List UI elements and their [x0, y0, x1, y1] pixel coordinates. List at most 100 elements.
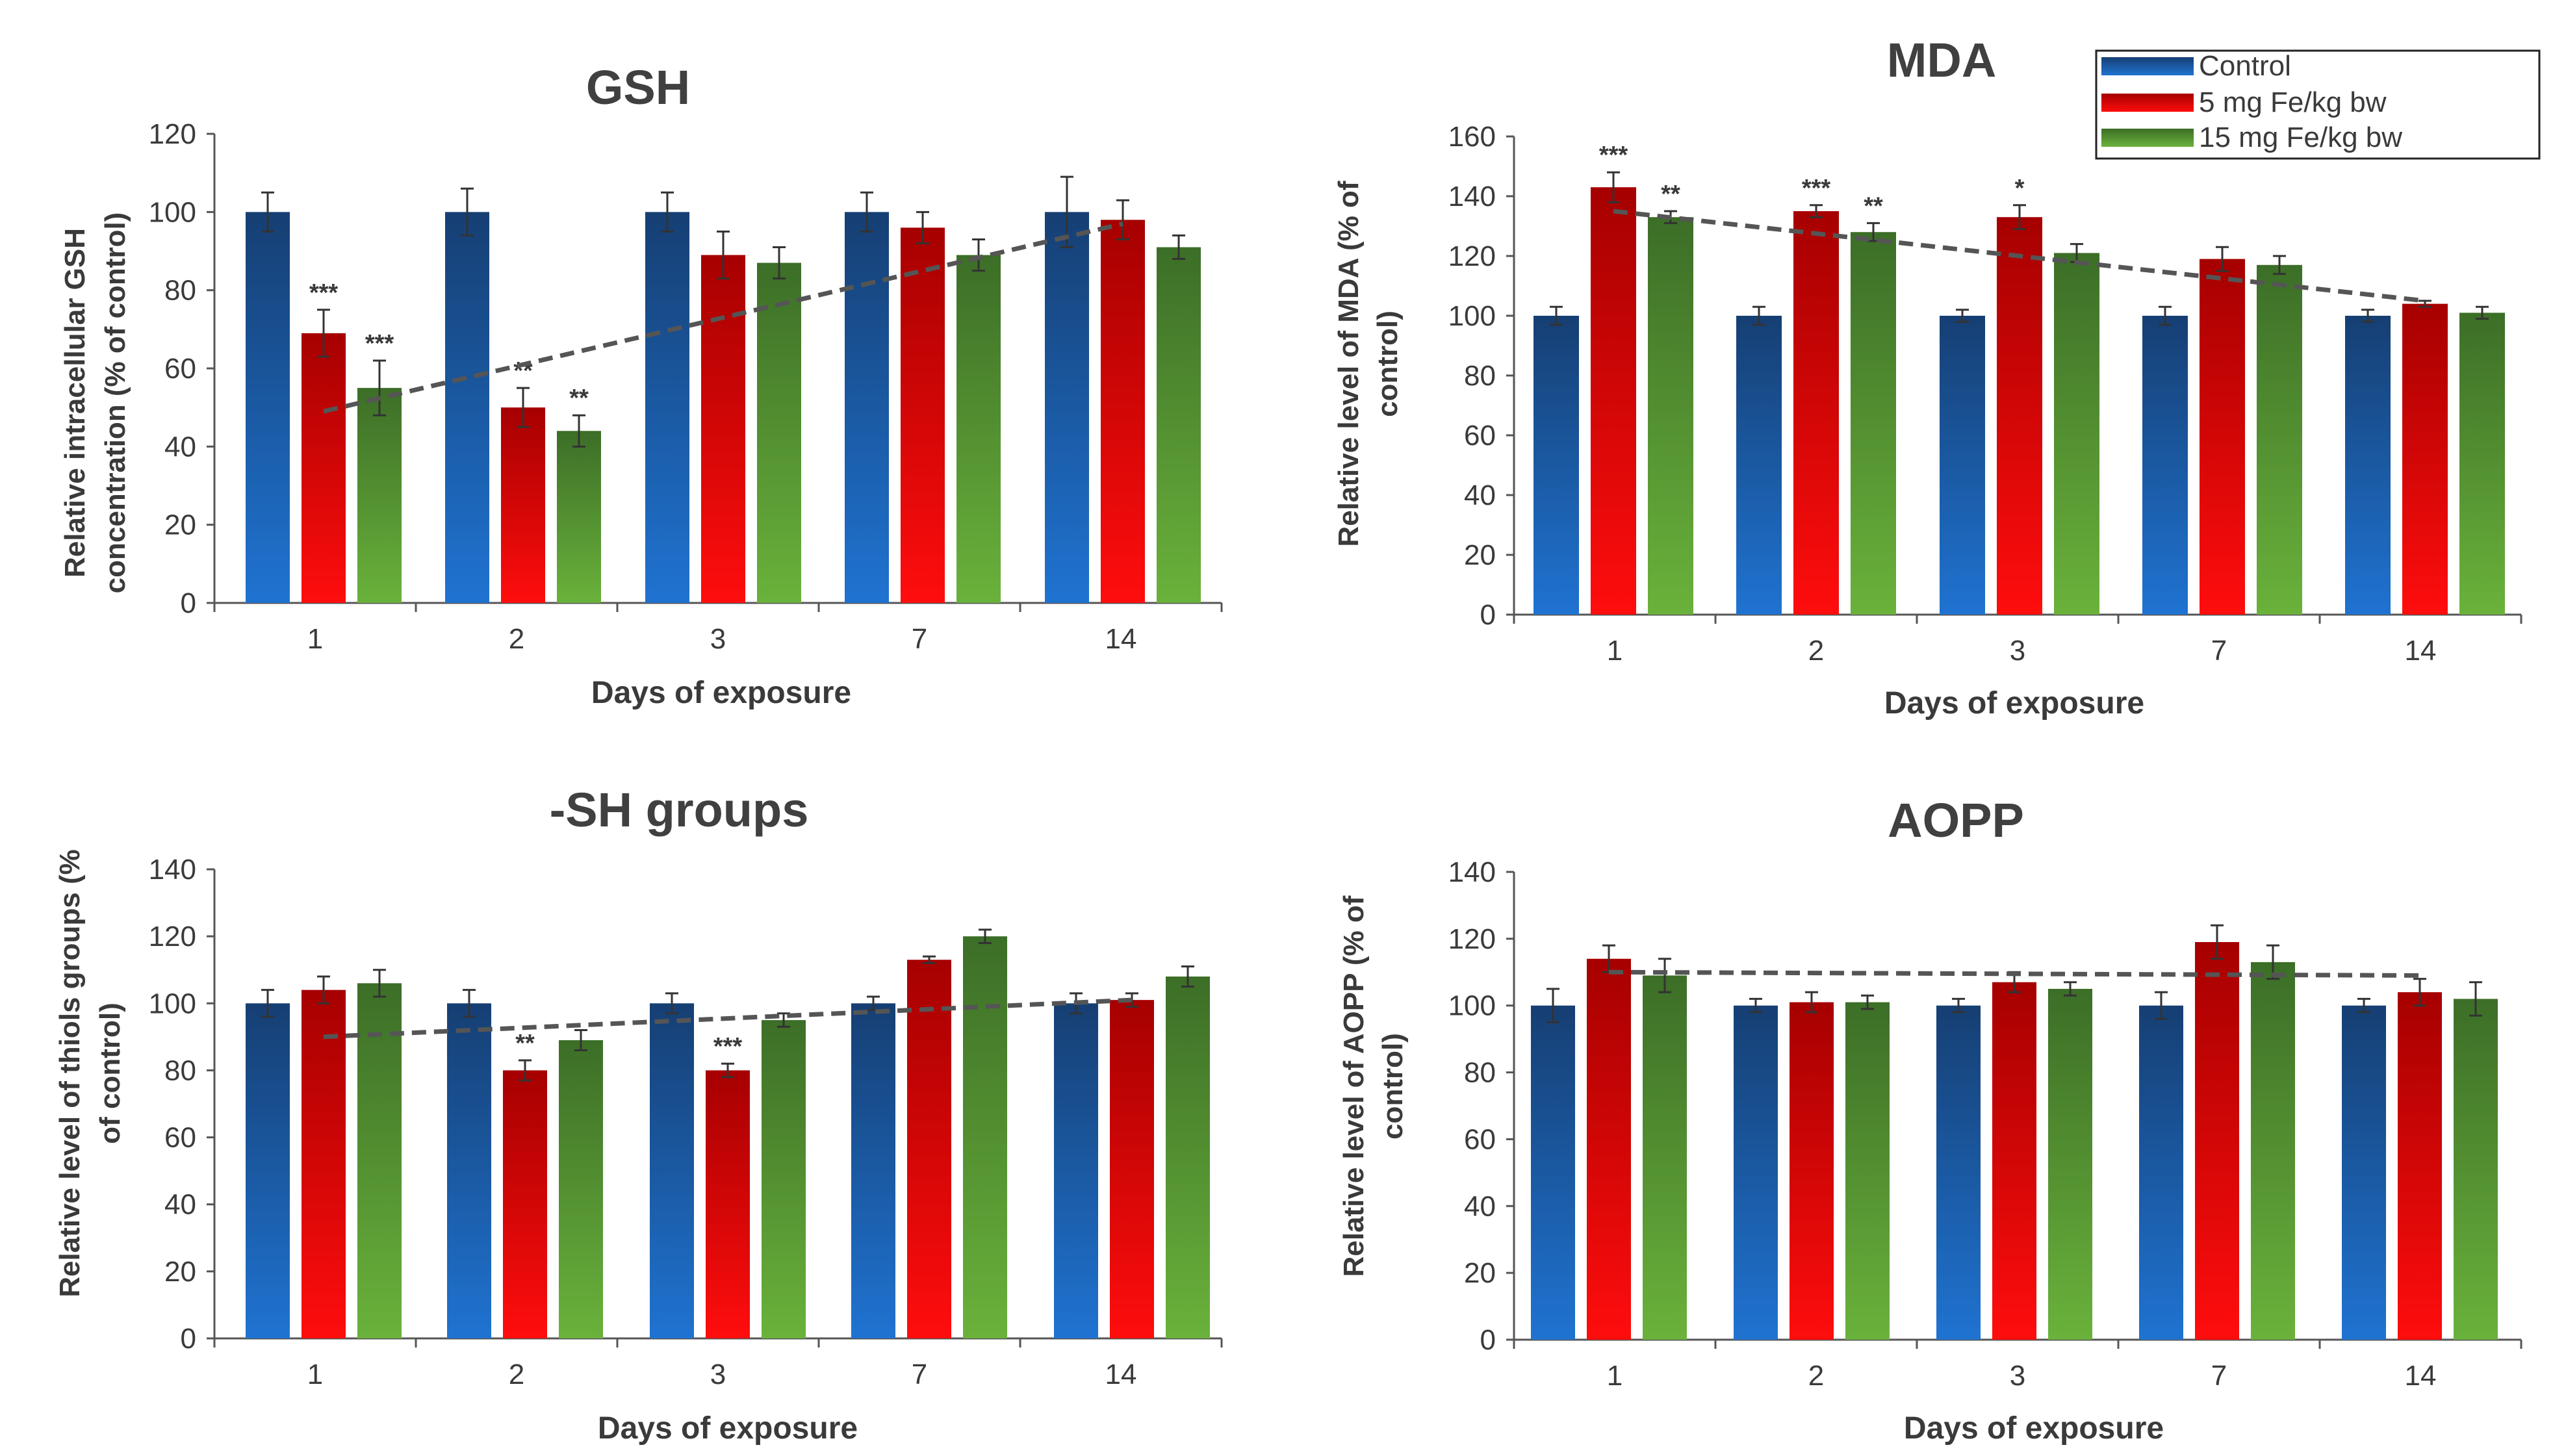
x-tick-label: 7: [912, 623, 927, 655]
y-tick-label: 20: [164, 509, 196, 541]
chart-title: MDA: [1887, 33, 1997, 87]
bar: [1054, 1003, 1098, 1338]
y-tick-label: 60: [164, 1122, 196, 1154]
y-tick-label: 20: [1464, 539, 1496, 571]
y-tick-label: 140: [1448, 181, 1496, 212]
legend-swatch-5mg: [2101, 94, 2194, 112]
trendline: [323, 997, 1133, 1040]
bar: [2251, 962, 2295, 1340]
significance-label: ***: [1599, 142, 1628, 169]
y-tick-label: 40: [164, 1189, 196, 1221]
x-tick-label: 7: [2211, 1360, 2227, 1392]
y-axis-label-line-1: Relative level of MDA (% of: [1333, 181, 1365, 546]
bar: [1793, 211, 1839, 615]
legend-label-control: Control: [2199, 50, 2291, 82]
bar: [1734, 1005, 1778, 1340]
x-tick-label: 14: [1105, 1359, 1137, 1390]
bar: [2342, 1005, 2386, 1340]
bar: [447, 1003, 491, 1338]
legend-swatch-control: [2101, 57, 2194, 75]
x-axis-label: Days of exposure: [1904, 1411, 2164, 1446]
y-tick-label: 120: [1448, 923, 1496, 955]
y-tick-label: 40: [1464, 1190, 1496, 1222]
x-axis-label: Days of exposure: [1884, 686, 2144, 721]
chart-aopp: AOPP Relative level of AOPP (% of contro…: [1338, 793, 2522, 1446]
bar: [246, 1003, 290, 1338]
chart-gsh: GSH Relative intracellular GSH concentra…: [59, 60, 1223, 710]
legend-label-5mg: 5 mg Fe/kg bw: [2199, 86, 2387, 118]
bar: [1936, 1005, 1981, 1340]
bar: [1110, 1000, 1154, 1338]
x-tick-label: 14: [2405, 1360, 2437, 1392]
bar: [1045, 212, 1089, 603]
y-axis-label-line-2: control): [1377, 1033, 1409, 1140]
bar: [2142, 316, 2188, 615]
bar: [762, 1020, 806, 1338]
significance-label: **: [1661, 181, 1680, 208]
trendline: [323, 221, 1123, 414]
significance-label: ***: [1802, 175, 1831, 202]
bar: [845, 212, 889, 603]
y-tick-label: 0: [181, 1323, 196, 1355]
bar: [1997, 217, 2042, 615]
significance-label: ***: [365, 330, 394, 357]
legend: Control 5 mg Fe/kg bw 15 mg Fe/kg bw: [2095, 49, 2541, 160]
bar: [1790, 1002, 1834, 1340]
legend-label-15mg: 15 mg Fe/kg bw: [2199, 121, 2402, 153]
bar: [2459, 313, 2505, 615]
significance-label: ***: [713, 1033, 743, 1060]
y-tick-label: 100: [149, 196, 196, 228]
y-tick-label: 80: [164, 1054, 196, 1086]
y-tick-label: 160: [1448, 121, 1496, 153]
legend-swatch-15mg: [2101, 129, 2194, 147]
bar: [1643, 975, 1687, 1340]
bar: [963, 936, 1007, 1338]
y-tick-label: 100: [1448, 990, 1496, 1022]
y-tick-label: 140: [149, 854, 196, 886]
y-tick-label: 60: [1464, 420, 1496, 452]
y-tick-label: 80: [1464, 1057, 1496, 1089]
significance-label: **: [1864, 192, 1883, 220]
bar: [2257, 264, 2302, 615]
x-tick-label: 7: [2211, 635, 2227, 667]
bar: [2048, 989, 2092, 1340]
y-tick-label: 20: [1464, 1257, 1496, 1289]
chart-title: -SH groups: [550, 783, 809, 837]
bar: [1533, 316, 1579, 615]
bar: [1992, 982, 2036, 1340]
x-tick-label: 14: [2405, 635, 2437, 667]
chart-title: GSH: [586, 60, 690, 114]
x-tick-label: 2: [1808, 635, 1824, 667]
bar: [1591, 187, 1636, 615]
y-tick-label: 0: [181, 587, 196, 619]
x-axis-label: Days of exposure: [591, 676, 851, 710]
y-tick-label: 80: [164, 275, 196, 307]
y-axis-label-line-1: Relative level of thiols groups (%: [54, 849, 86, 1297]
bar: [2139, 1005, 2183, 1340]
y-tick-label: 100: [1448, 300, 1496, 332]
y-tick-label: 40: [164, 431, 196, 463]
y-tick-label: 140: [1448, 856, 1496, 888]
x-axis-label: Days of exposure: [598, 1411, 858, 1446]
y-axis-label-line-2: concentration (% of control): [99, 212, 131, 594]
y-axis-label-line-1: Relative intracellular GSH: [59, 228, 91, 578]
y-axis-label-line-2: control): [1372, 311, 1404, 417]
bar: [2195, 942, 2239, 1340]
bar: [557, 431, 601, 603]
significance-label: *: [2015, 175, 2025, 202]
chart-title: AOPP: [1888, 793, 2024, 847]
bar: [1101, 220, 1145, 603]
chart-sh-groups: -SH groups Relative level of thiols grou…: [54, 783, 1223, 1446]
y-tick-label: 60: [1464, 1123, 1496, 1155]
y-tick-label: 0: [1480, 1324, 1496, 1356]
bar: [2454, 999, 2498, 1340]
bar: [645, 212, 689, 603]
bar: [559, 1040, 603, 1338]
significance-label: **: [569, 385, 589, 412]
bar: [302, 333, 346, 603]
bar: [1531, 1005, 1575, 1340]
chart-mda: MDA Relative level of MDA (% of control)…: [1333, 33, 2522, 721]
trendline: [1613, 209, 2426, 303]
